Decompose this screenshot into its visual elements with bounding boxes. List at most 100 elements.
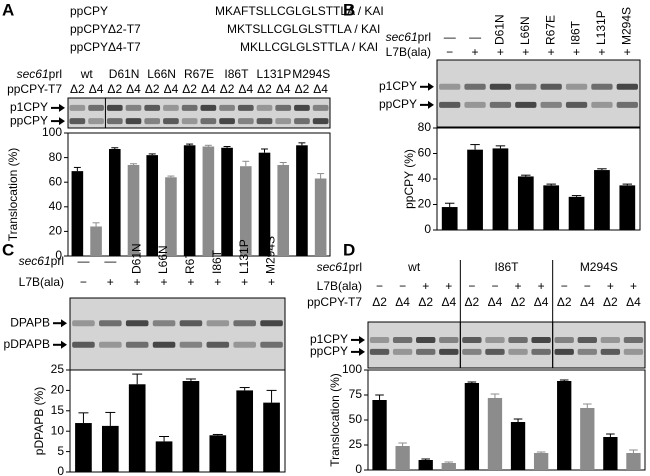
gel-label: ppCPY bbox=[310, 344, 348, 358]
gel-band bbox=[369, 336, 390, 343]
bar bbox=[296, 145, 308, 256]
row-label: sec61prl bbox=[19, 254, 64, 268]
gel-band bbox=[88, 118, 104, 125]
gel-band bbox=[577, 348, 597, 355]
y-tick-label: 25 bbox=[349, 437, 363, 451]
gel-band bbox=[508, 348, 528, 355]
y-tick-label: 0 bbox=[355, 462, 362, 476]
category-label: D61N bbox=[493, 14, 507, 45]
y-tick-label: 50 bbox=[349, 412, 363, 426]
treatment-label: + bbox=[573, 45, 580, 59]
gel-band bbox=[540, 83, 562, 90]
gel-band bbox=[616, 83, 638, 90]
gel-band bbox=[179, 320, 203, 327]
panel-label: B bbox=[343, 0, 355, 19]
treatment-label: − bbox=[468, 279, 475, 293]
treatment-label: − bbox=[80, 275, 87, 289]
bar bbox=[517, 176, 534, 230]
arrow-head bbox=[428, 100, 434, 109]
lane-label: Δ4 bbox=[488, 295, 503, 309]
treatment-label: + bbox=[445, 279, 452, 293]
gel-label: p1CPY bbox=[379, 79, 417, 93]
gel-band bbox=[256, 104, 273, 111]
y-tick-label: 100 bbox=[42, 125, 62, 139]
gel-band bbox=[531, 336, 551, 343]
bar bbox=[568, 196, 585, 230]
gel-label: ppCPY bbox=[379, 97, 417, 111]
gel-band bbox=[515, 101, 537, 108]
gel-band bbox=[206, 341, 230, 348]
lane-label: Δ2 bbox=[511, 295, 526, 309]
series-label: Δ4 bbox=[89, 82, 104, 96]
bar bbox=[418, 460, 433, 470]
bar bbox=[441, 463, 456, 470]
bar bbox=[155, 441, 173, 472]
bar bbox=[464, 383, 480, 470]
y-tick-label: 20 bbox=[418, 197, 432, 211]
bar bbox=[557, 381, 572, 470]
category-label: R67E bbox=[543, 15, 557, 45]
lane-label: Δ2 bbox=[418, 295, 433, 309]
gel-band bbox=[125, 320, 149, 327]
bar bbox=[182, 381, 200, 472]
y-tick-label: 5 bbox=[57, 444, 64, 458]
gel-band bbox=[106, 104, 123, 111]
gel-band bbox=[565, 101, 588, 108]
lane-label: Δ2 bbox=[603, 295, 618, 309]
series-label: Δ2 bbox=[145, 82, 160, 96]
bar bbox=[580, 408, 595, 470]
row-label-plain: prl bbox=[51, 254, 64, 268]
category-label: L131P bbox=[594, 10, 608, 45]
gel-band bbox=[577, 336, 597, 343]
category-label: R67E bbox=[184, 67, 214, 81]
gel-band bbox=[515, 83, 537, 90]
panel-label: C bbox=[2, 240, 14, 259]
y-tick-label: 60 bbox=[49, 174, 63, 188]
gel-band bbox=[275, 104, 292, 111]
gel-label: DPAPB bbox=[10, 315, 50, 329]
gel-band bbox=[181, 104, 198, 111]
gel-band bbox=[200, 118, 217, 125]
gel bbox=[69, 297, 286, 371]
y-tick-label: 80 bbox=[49, 150, 63, 164]
gel-band bbox=[439, 101, 461, 108]
gel-band bbox=[163, 104, 179, 111]
row-label: L7B(ala) bbox=[317, 279, 362, 293]
arrow-head bbox=[59, 117, 65, 126]
category-label: — bbox=[77, 254, 89, 268]
gel-band bbox=[106, 118, 123, 125]
gel-band bbox=[200, 104, 217, 111]
y-axis-label: Translocation (%) bbox=[6, 148, 20, 242]
gel-band bbox=[531, 348, 551, 355]
lane-label: Δ2 bbox=[372, 295, 387, 309]
bar bbox=[209, 435, 227, 472]
lane-label: Δ2 bbox=[465, 295, 480, 309]
y-tick-label: 20 bbox=[51, 383, 65, 397]
y-tick-label: 20 bbox=[49, 224, 63, 238]
bar bbox=[626, 453, 641, 470]
row-label: ppCPY-T7 bbox=[7, 82, 62, 96]
gel-band bbox=[294, 104, 310, 111]
row-label-plain: prl bbox=[49, 67, 62, 81]
gel-band bbox=[489, 101, 512, 108]
seq-name: ppCPYΔ4-T7 bbox=[70, 40, 141, 54]
bar bbox=[492, 148, 509, 230]
bar bbox=[101, 425, 119, 472]
gel-band bbox=[464, 101, 486, 108]
arrow-head bbox=[359, 347, 365, 356]
gel-band bbox=[294, 118, 310, 125]
bar bbox=[533, 453, 549, 470]
category-label: — bbox=[444, 30, 456, 44]
gel-band bbox=[485, 336, 505, 343]
gel-band bbox=[275, 118, 292, 125]
arrow-head bbox=[61, 319, 67, 328]
row-label: sec61prl bbox=[317, 260, 362, 274]
series-label: Δ4 bbox=[238, 82, 253, 96]
gel-label: p1CPY bbox=[310, 332, 348, 346]
treatment-label: + bbox=[624, 45, 631, 59]
bar bbox=[603, 437, 618, 470]
gel-band bbox=[508, 336, 528, 343]
gel-band bbox=[439, 83, 461, 90]
bar bbox=[202, 146, 215, 256]
